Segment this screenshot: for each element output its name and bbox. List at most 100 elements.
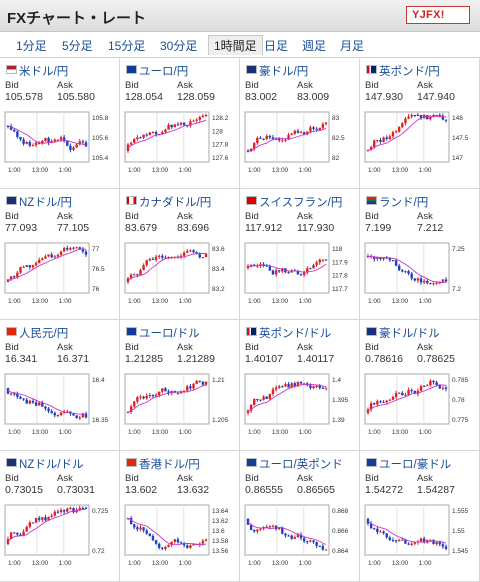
tab-0[interactable]: 1分足 [16,39,47,53]
candlestick-chart[interactable]: 83.6 83.4 83.2 1:00 13:00 1:00 [120,239,240,319]
candle-body [302,383,306,385]
rate-card[interactable]: NZドル/円 Bid Ask 77.093 77.105 77 76.5 76 1:00 13:0… [0,189,120,320]
pair-link[interactable]: 香港ドル/円 [126,456,200,472]
rate-card[interactable]: 英ポンド/ドル Bid Ask 1.40107 1.40117 1.4 1.395 1.39 1… [240,320,360,451]
tab-3[interactable]: 30分足 [160,39,198,53]
candlestick-chart[interactable]: 7.25 7.2 1:00 13:00 1:00 [360,239,480,319]
candlestick-chart[interactable]: 148 147.5 147 1:00 13:00 1:00 [360,108,480,188]
candlestick-chart[interactable]: 128.2 128 127.8 127.6 1:00 13:00 1:00 [120,108,240,188]
rate-card[interactable]: NZドル/ドル Bid Ask 0.73015 0.73031 0.725 0.72 1:00… [0,451,120,582]
rate-card[interactable]: 香港ドル/円 Bid Ask 13.602 13.632 13.64 13.62 13.6 13… [120,451,240,582]
rate-card[interactable]: 豪ドル/円 Bid Ask 83.002 83.009 83 82.5 82 1:00 13:00… [240,58,360,189]
candlestick-chart[interactable]: 83 82.5 82 1:00 13:00 1:00 [240,108,360,188]
candle-body [204,382,208,385]
tab-5[interactable]: 日足 [264,39,289,53]
pair-link[interactable]: 豪ドル/円 [246,63,308,79]
rate-card[interactable]: 豪ドル/ドル Bid Ask 0.78616 0.78625 0.785 0.78 0.775… [360,320,480,451]
pair-link[interactable]: スイスフラン/円 [246,194,342,210]
candle-body [136,137,139,140]
pair-link[interactable]: カナダドル/円 [126,194,211,210]
pair-name: 英ポンド/ドル [259,328,332,340]
candlestick-chart[interactable]: 1.21 1.205 1:00 13:00 1:00 [120,370,240,450]
candlestick-chart[interactable]: 0.725 0.72 1:00 13:00 1:00 [0,501,120,581]
pair-link[interactable]: 豪ドル/ドル [366,325,440,341]
candlestick-chart[interactable]: 118 117.9 117.8 117.7 1:00 13:00 1:00 [240,239,360,319]
pair-link[interactable]: 英ポンド/ドル [246,325,331,341]
candle-body [271,389,275,394]
candle-body [164,546,167,549]
candle-body [9,126,13,130]
rate-card[interactable]: 米ドル/円 Bid Ask 105.578 105.580 105.8 105.6 105.4… [0,58,120,189]
rate-card[interactable]: ユーロ/円 Bid Ask 128.054 128.059 128.2 128 127.8 12… [120,58,240,189]
candle-body [19,136,22,140]
candlestick-chart[interactable]: 77 76.5 76 1:00 13:00 1:00 [0,239,120,319]
flag-eu-icon [366,458,377,467]
ask-value: 1.54287 [417,484,455,496]
rate-card[interactable]: ユーロ/豪ドル Bid Ask 1.54272 1.54287 1.555 1.55 1.54… [360,451,480,582]
pair-link[interactable]: 米ドル/円 [6,63,68,79]
candlestick-chart[interactable]: 0.868 0.866 0.864 1:00 13:00 1:00 [240,501,360,581]
candle-body [13,393,16,395]
pair-link[interactable]: ランド/円 [366,194,428,210]
candle-body [268,135,272,138]
rate-card[interactable]: ユーロ/ドル Bid Ask 1.21285 1.21289 1.21 1.205 1:00 1… [120,320,240,451]
x-tick-label: 1:00 [128,167,141,174]
candle-body [41,140,44,144]
tab-1[interactable]: 5分足 [62,39,93,53]
candle-body [129,518,133,525]
tab-2[interactable]: 15分足 [108,39,146,53]
tab-4[interactable]: 1時間足 [208,35,263,55]
pair-link[interactable]: ユーロ/英ポンド [246,456,343,472]
candle-body [373,403,376,405]
candle-body [195,119,198,121]
candle-body [278,270,281,272]
tab-7[interactable]: 月足 [340,39,365,53]
y-tick-label: 0.725 [92,508,109,515]
candle-body [189,386,192,389]
plot-frame [4,111,90,163]
flag-ca-icon [126,196,137,205]
candle-body [16,393,19,397]
pair-link[interactable]: 人民元/円 [6,325,68,341]
candle-body [81,413,85,418]
candlestick-chart[interactable]: 0.785 0.78 0.775 1:00 13:00 1:00 [360,370,480,450]
pair-link[interactable]: ユーロ/ドル [126,325,200,341]
candle-body [441,544,445,547]
candle-body [391,396,395,400]
x-tick-label: 1:00 [8,429,21,436]
candle-body [369,146,373,150]
candle-body [16,272,19,277]
x-tick-label: 13:00 [32,429,49,436]
candle-body [38,402,41,406]
candlestick-chart[interactable]: 105.8 105.6 105.4 1:00 13:00 1:00 [0,108,120,188]
flag-nz-icon [6,458,17,467]
pair-link[interactable]: ユーロ/豪ドル [366,456,451,472]
candle-body [186,251,189,253]
y-tick-label: 1.555 [452,508,469,515]
pair-link[interactable]: NZドル/円 [6,194,72,210]
y-tick-label: 7.25 [452,246,465,253]
pair-link[interactable]: NZドル/ドル [6,456,84,472]
rate-card[interactable]: ユーロ/英ポンド Bid Ask 0.86555 0.86565 0.868 0.866 0.… [240,451,360,582]
rate-card[interactable]: 英ポンド/円 Bid Ask 147.930 147.940 148 147.5 147 1:0… [360,58,480,189]
candlestick-chart[interactable]: 16.4 16.35 1:00 13:00 1:00 [0,370,120,450]
ask-label: Ask [417,80,433,91]
tab-6[interactable]: 週足 [302,39,327,53]
rate-card[interactable]: 人民元/円 Bid Ask 16.341 16.371 16.4 16.35 1:00 13:0… [0,320,120,451]
yjfx-logo[interactable]: YJFX! [406,6,470,24]
candlestick-chart[interactable]: 13.64 13.62 13.6 13.58 13.56 1:00 13:00 1:00 [120,501,240,581]
candle-body [410,543,413,545]
pair-link[interactable]: ユーロ/円 [126,63,188,79]
candlestick-chart[interactable]: 1.4 1.395 1.39 1:00 13:00 1:00 [240,370,360,450]
candle-body [25,141,28,144]
x-tick-label: 1:00 [419,167,432,174]
rate-card[interactable]: スイスフラン/円 Bid Ask 117.912 117.930 118 117.9 117.… [240,189,360,320]
moving-average-line [7,390,87,416]
candle-body [154,540,158,544]
rate-card[interactable]: カナダドル/円 Bid Ask 83.679 83.696 83.6 83.4 83.2 1:0… [120,189,240,320]
candlestick-chart[interactable]: 1.555 1.55 1.545 1:00 13:00 1:00 [360,501,480,581]
rate-card[interactable]: ランド/円 Bid Ask 7.199 7.212 7.25 7.2 1:00 13:00 1:0… [360,189,480,320]
candle-body [385,137,388,139]
candle-body [22,266,25,268]
pair-link[interactable]: 英ポンド/円 [366,63,440,79]
